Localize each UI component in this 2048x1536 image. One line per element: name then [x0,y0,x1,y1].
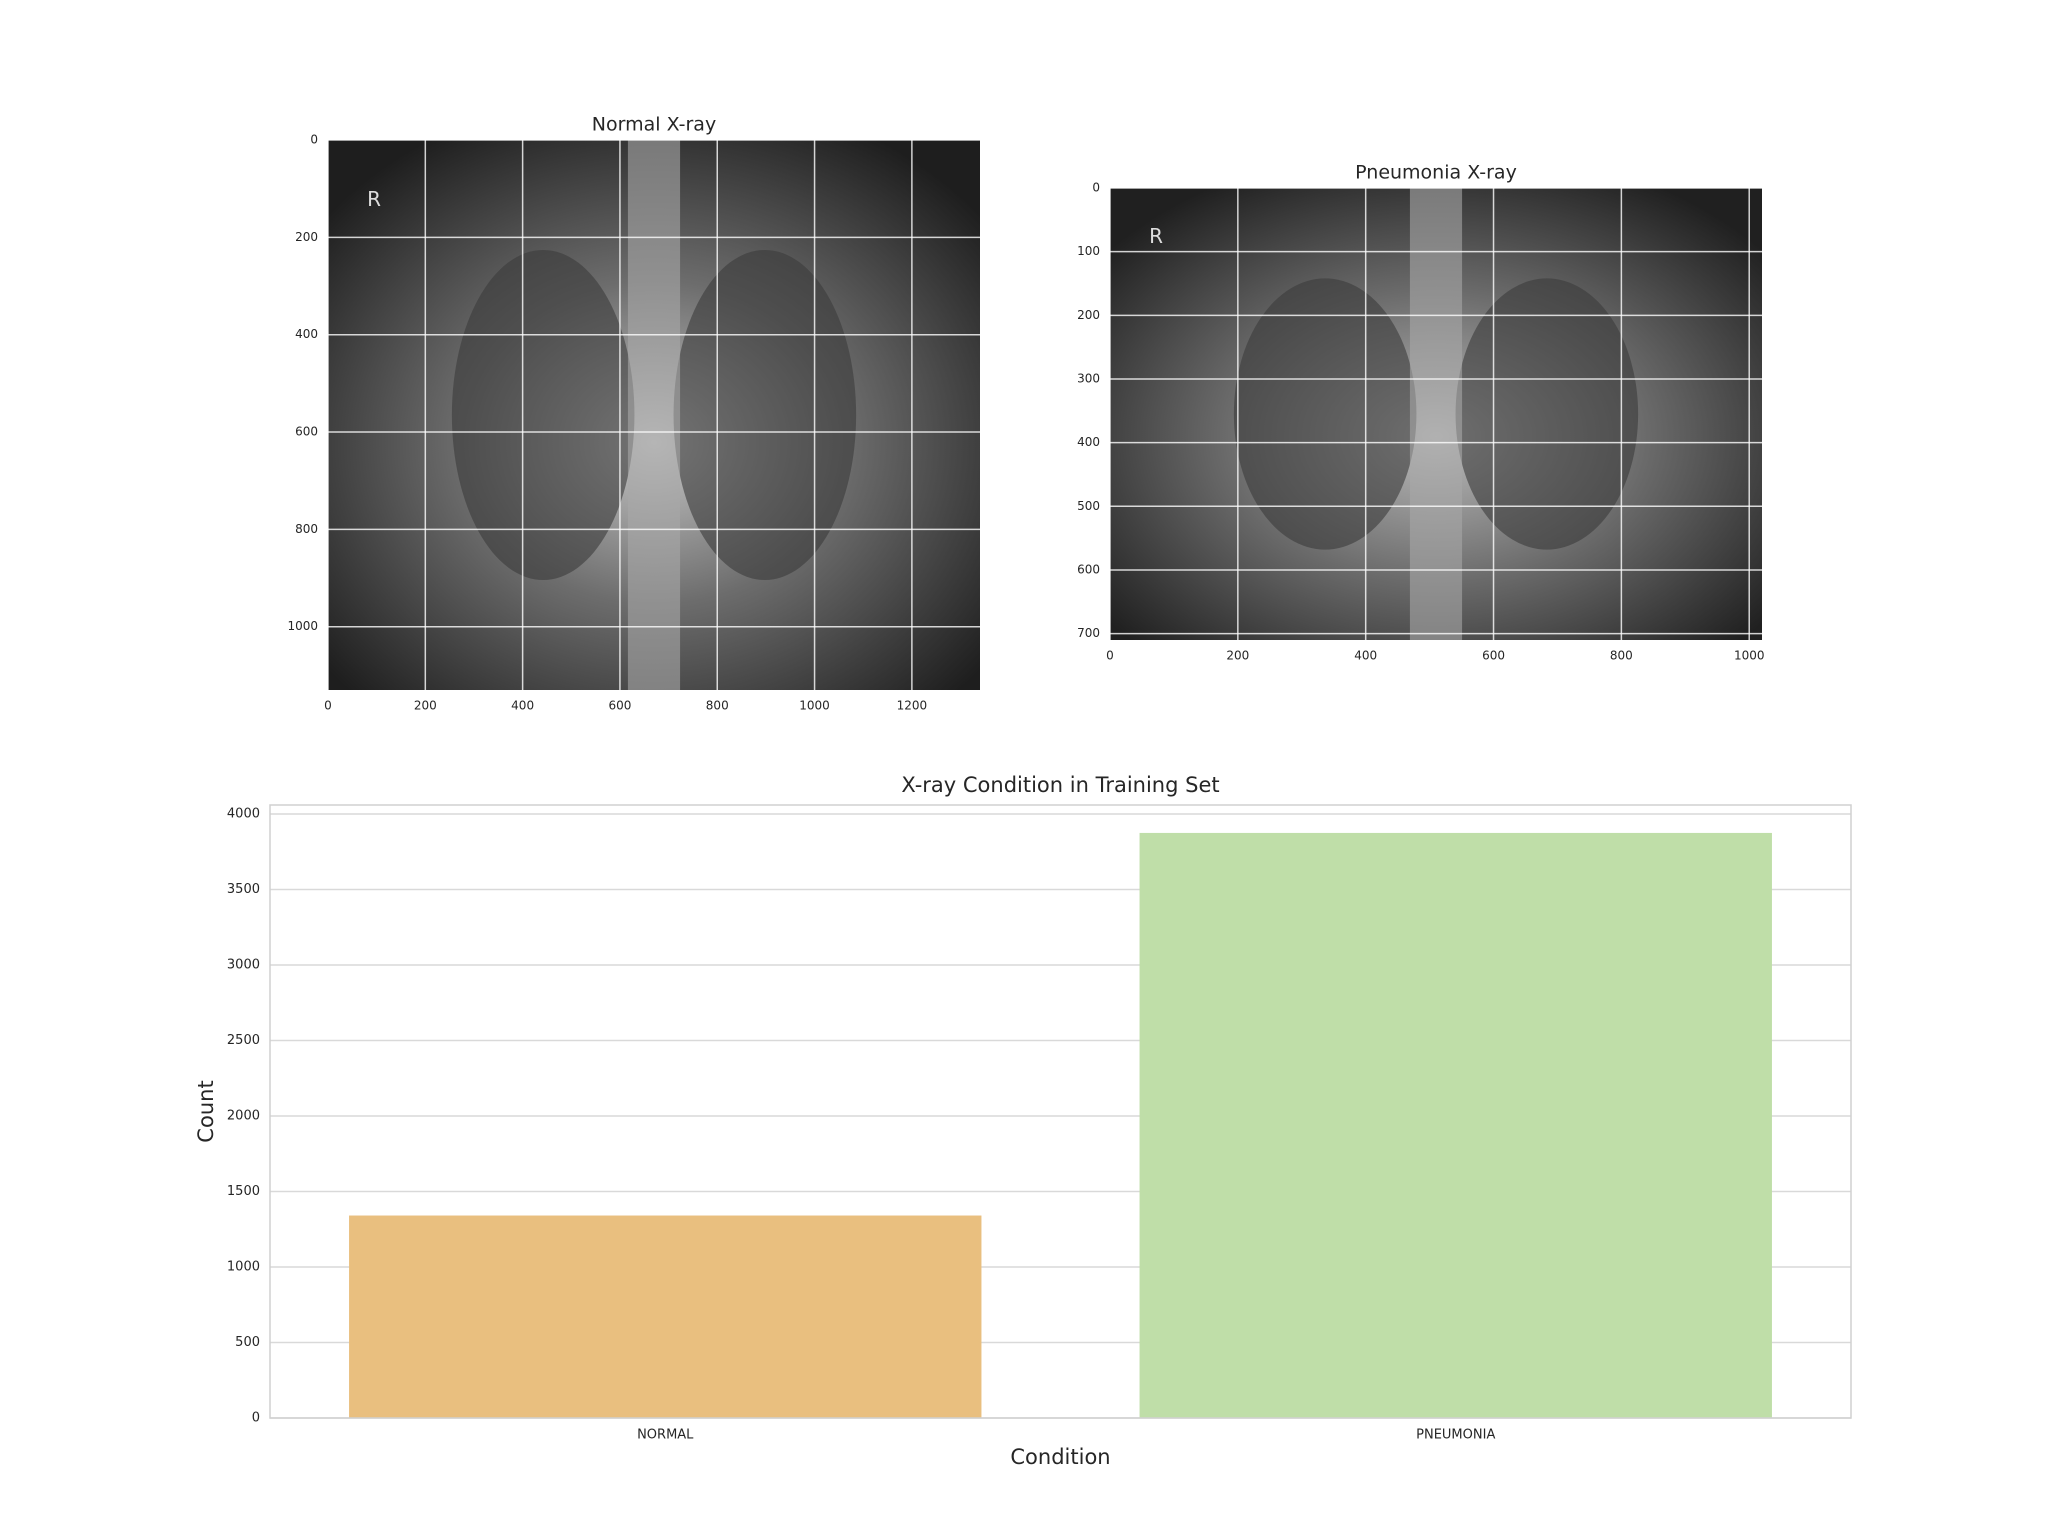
y-tick-label: 600 [1077,562,1100,576]
lung [451,250,635,580]
x-tick-label: 800 [706,699,729,713]
x-tick-label: 600 [1482,649,1505,663]
y-tick-label: 0 [1092,181,1100,195]
x-tick-label: 1000 [799,699,830,713]
y-tick-label: 200 [1077,308,1100,322]
y-tick-label: 400 [1077,435,1100,449]
bar [1139,832,1772,1418]
x-tick-label: PNEUMONIA [1416,1428,1495,1443]
x-tick-label: 0 [1106,649,1114,663]
chart-title: X-ray Condition in Training Set [901,773,1219,797]
y-tick-label: 200 [295,230,318,244]
x-tick-label: 0 [324,699,332,713]
y-tick-label: 500 [1077,499,1100,513]
bar [349,1215,982,1418]
x-tick-label: 1000 [1734,649,1765,663]
y-tick-label: 600 [295,425,318,439]
y-tick-label: 400 [295,327,318,341]
y-tick-label: 0 [310,133,318,147]
y-tick-label: 3000 [227,958,260,973]
x-axis-label: Condition [1010,1445,1110,1469]
chart-title: Normal X-ray [592,114,716,136]
y-tick-label: 2000 [227,1109,260,1124]
chart-title: Pneumonia X-ray [1355,162,1517,184]
plot-frame [269,804,1852,1419]
lung [1455,278,1639,550]
x-tick-label: 200 [414,699,437,713]
y-tick-label: 1000 [287,619,318,633]
y-axis-label: Count [194,1080,218,1142]
image-annotation: R [1149,224,1163,248]
y-tick-label: 800 [295,522,318,536]
y-tick-label: 300 [1077,371,1100,385]
spine [1409,188,1463,640]
y-tick-label: 3500 [227,882,260,897]
y-tick-label: 100 [1077,244,1100,258]
spine [627,140,681,690]
image-annotation: R [367,187,381,211]
x-tick-label: 400 [511,699,534,713]
x-tick-label: 800 [1610,649,1633,663]
x-tick-label: 1200 [897,699,928,713]
y-tick-label: 1000 [227,1260,260,1275]
x-tick-label: 600 [608,699,631,713]
lung [673,250,857,580]
y-tick-label: 2500 [227,1033,260,1048]
y-tick-label: 0 [252,1411,260,1426]
lung [1233,278,1417,550]
y-tick-label: 4000 [227,807,260,822]
y-tick-label: 700 [1077,626,1100,640]
x-tick-label: 400 [1354,649,1377,663]
y-tick-label: 500 [235,1335,260,1350]
y-tick-label: 1500 [227,1184,260,1199]
x-tick-label: 200 [1226,649,1249,663]
x-tick-label: NORMAL [637,1428,694,1443]
